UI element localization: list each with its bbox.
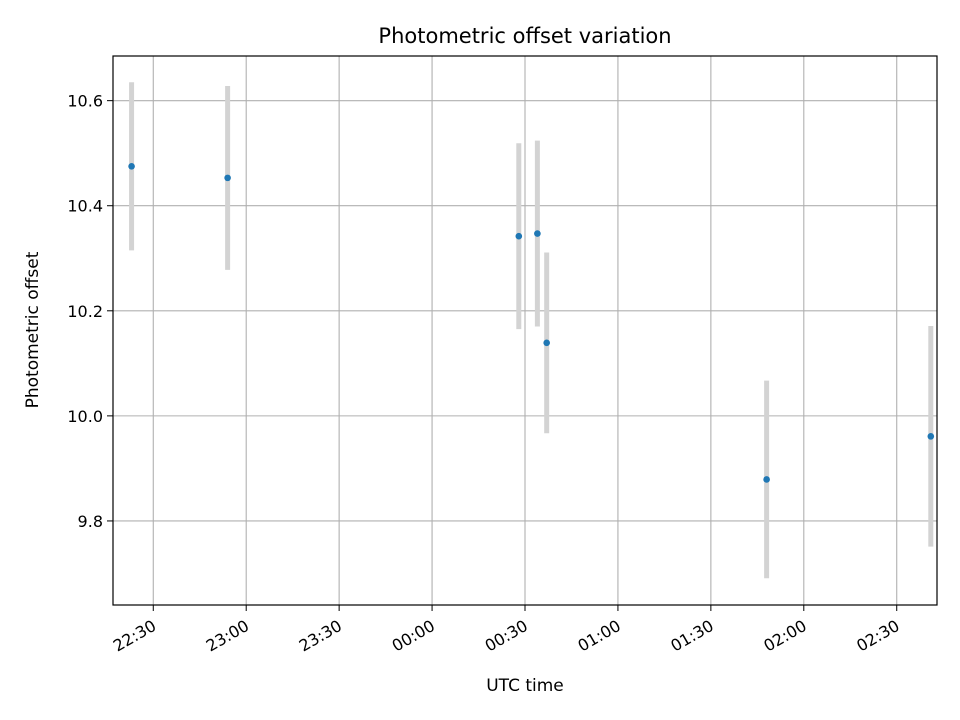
data-point — [128, 163, 135, 170]
x-tick-label: 23:00 — [203, 616, 252, 656]
data-point — [763, 476, 770, 483]
x-tick-label: 02:00 — [760, 616, 809, 656]
x-tick-label: 02:30 — [853, 616, 902, 656]
x-tick-label: 00:30 — [482, 616, 531, 656]
y-tick-label: 10.0 — [67, 407, 103, 426]
chart-title: Photometric offset variation — [378, 24, 671, 48]
y-axis-label: Photometric offset — [23, 251, 43, 408]
x-axis-label: UTC time — [486, 676, 564, 696]
x-tick-label: 00:00 — [389, 616, 438, 656]
data-point — [543, 339, 550, 347]
x-tick-label: 01:30 — [667, 616, 716, 656]
data-points — [128, 163, 935, 483]
y-tick-label: 10.4 — [67, 197, 103, 216]
x-tick-label: 23:30 — [296, 616, 345, 656]
x-tick-label: 22:30 — [110, 616, 159, 656]
data-point — [515, 232, 523, 240]
y-tick-label: 9.8 — [78, 512, 103, 531]
data-point — [534, 230, 541, 237]
x-tick-label: 01:00 — [575, 616, 624, 656]
y-tick-label: 10.2 — [67, 302, 103, 321]
error-bars — [129, 82, 934, 579]
y-axis: 9.8 10.0 10.2 10.4 10.6 — [67, 92, 113, 531]
data-point — [224, 174, 231, 182]
x-axis: 22:30 23:00 23:30 00:00 00:30 01:00 01:30 02:00… — [110, 605, 903, 656]
data-point — [927, 433, 935, 440]
y-tick-label: 10.6 — [67, 92, 103, 111]
grid — [113, 56, 937, 605]
